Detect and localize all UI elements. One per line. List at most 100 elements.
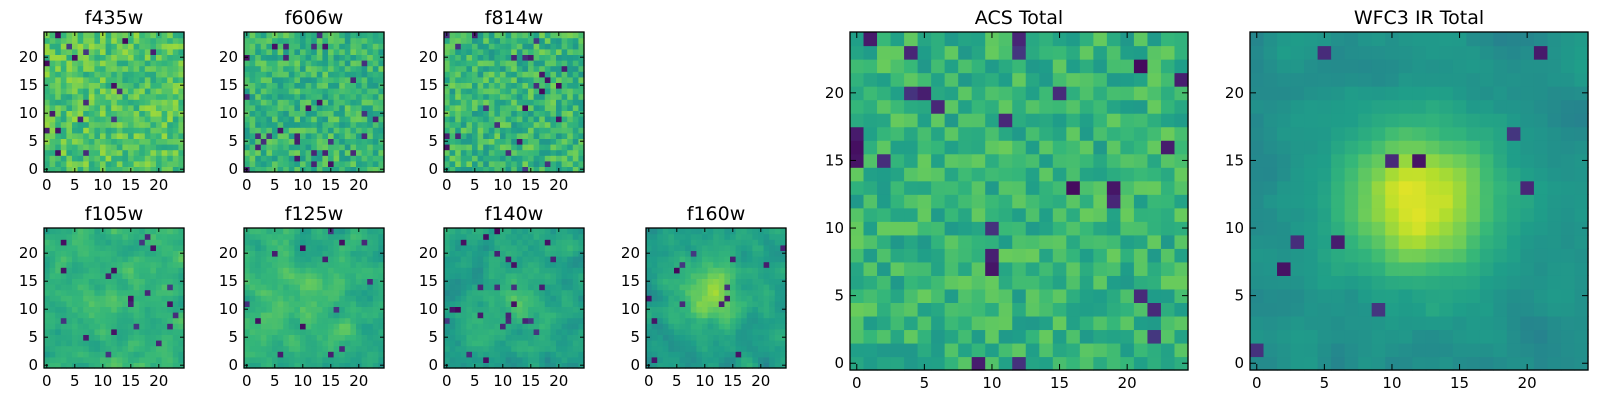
heatmap-cell bbox=[578, 65, 585, 72]
heatmap-cell bbox=[316, 76, 323, 83]
heatmap-cell bbox=[455, 99, 462, 106]
heatmap-cell bbox=[361, 250, 368, 257]
heatmap-cell bbox=[88, 60, 95, 67]
heatmap-cell bbox=[544, 48, 551, 55]
heatmap-cell bbox=[133, 48, 140, 55]
heatmap-cell bbox=[1120, 248, 1135, 263]
heatmap-cell bbox=[305, 138, 312, 145]
heatmap-cell bbox=[662, 250, 669, 257]
heatmap-cell bbox=[511, 93, 518, 100]
heatmap-cell bbox=[735, 295, 742, 302]
heatmap-cell bbox=[758, 250, 765, 257]
heatmap-cell bbox=[339, 312, 346, 319]
heatmap-cell bbox=[249, 121, 256, 128]
heatmap-cell bbox=[567, 250, 574, 257]
heatmap-cell bbox=[122, 261, 129, 268]
heatmap-cell bbox=[294, 356, 301, 363]
heatmap-cell bbox=[528, 127, 535, 134]
heatmap-cell bbox=[578, 71, 585, 78]
heatmap-cell bbox=[735, 250, 742, 257]
heatmap-cell bbox=[277, 356, 284, 363]
heatmap-cell bbox=[266, 233, 273, 240]
heatmap-cell bbox=[83, 228, 90, 235]
heatmap-cell bbox=[60, 160, 67, 167]
heatmap-cell bbox=[88, 334, 95, 341]
heatmap-cell bbox=[156, 312, 163, 319]
heatmap-cell bbox=[128, 99, 135, 106]
heatmap-cell bbox=[150, 82, 157, 89]
heatmap-cell bbox=[88, 345, 95, 352]
heatmap-cell bbox=[55, 99, 62, 106]
heatmap-cell bbox=[466, 284, 473, 291]
heatmap-cell bbox=[494, 65, 501, 72]
heatmap-cell bbox=[567, 88, 574, 95]
heatmap-cell bbox=[556, 110, 563, 117]
heatmap-cell bbox=[316, 71, 323, 78]
heatmap-cell bbox=[144, 300, 151, 307]
heatmap-cell bbox=[466, 160, 473, 167]
heatmap-cell bbox=[1052, 167, 1067, 182]
heatmap-cell bbox=[539, 76, 546, 83]
heatmap-cell bbox=[266, 267, 273, 274]
heatmap-cell bbox=[516, 76, 523, 83]
heatmap-cell bbox=[505, 93, 512, 100]
heatmap-cell bbox=[272, 116, 279, 123]
heatmap-cell bbox=[344, 88, 351, 95]
heatmap-cell bbox=[367, 334, 374, 341]
heatmap-cell bbox=[111, 284, 118, 291]
y-tick-label: 15 bbox=[621, 272, 640, 290]
heatmap-cell bbox=[367, 65, 374, 72]
heatmap-cell bbox=[300, 261, 307, 268]
heatmap-cell bbox=[578, 160, 585, 167]
heatmap-cell bbox=[567, 166, 574, 173]
heatmap-cell bbox=[550, 149, 557, 156]
heatmap-cell bbox=[1039, 194, 1054, 209]
heatmap-cell bbox=[272, 144, 279, 151]
heatmap-cell bbox=[769, 284, 776, 291]
heatmap-cell bbox=[998, 261, 1013, 276]
heatmap-cell bbox=[167, 272, 174, 279]
heatmap-cell bbox=[516, 300, 523, 307]
heatmap-cell bbox=[55, 256, 62, 263]
heatmap-cell bbox=[713, 317, 720, 324]
heatmap-cell bbox=[72, 93, 79, 100]
heatmap-cell bbox=[283, 317, 290, 324]
heatmap-cell bbox=[741, 284, 748, 291]
heatmap-cell bbox=[466, 345, 473, 352]
heatmap-cell bbox=[300, 317, 307, 324]
heatmap-cell bbox=[550, 228, 557, 235]
heatmap-cell bbox=[1039, 221, 1054, 236]
heatmap-cell bbox=[305, 144, 312, 151]
heatmap-cell bbox=[460, 88, 467, 95]
heatmap-cell bbox=[150, 37, 157, 44]
heatmap-cell bbox=[150, 362, 157, 369]
heatmap-cell bbox=[288, 127, 295, 134]
heatmap-cell bbox=[774, 312, 781, 319]
heatmap-cell bbox=[350, 345, 357, 352]
heatmap-cell bbox=[144, 71, 151, 78]
heatmap-cell bbox=[350, 312, 357, 319]
heatmap-cell bbox=[863, 261, 878, 276]
heatmap-cell bbox=[116, 32, 123, 39]
heatmap-cell bbox=[567, 127, 574, 134]
heatmap-cell bbox=[283, 65, 290, 72]
heatmap-cell bbox=[156, 43, 163, 50]
heatmap-cell bbox=[116, 250, 123, 257]
heatmap-cell bbox=[133, 76, 140, 83]
heatmap-cell bbox=[556, 323, 563, 330]
heatmap-cell bbox=[477, 261, 484, 268]
heatmap-cell bbox=[49, 300, 56, 307]
heatmap-cell bbox=[272, 289, 279, 296]
heatmap-cell bbox=[367, 160, 374, 167]
heatmap-cell bbox=[361, 32, 368, 39]
heatmap-cell bbox=[288, 149, 295, 156]
heatmap-cell bbox=[339, 54, 346, 61]
heatmap-cell bbox=[646, 340, 653, 347]
heatmap-cell bbox=[77, 239, 84, 246]
heatmap-cell bbox=[472, 356, 479, 363]
heatmap-cell bbox=[322, 228, 329, 235]
heatmap-cell bbox=[544, 166, 551, 173]
heatmap-cell bbox=[572, 328, 579, 335]
heatmap-cell bbox=[322, 127, 329, 134]
heatmap-cell bbox=[752, 317, 759, 324]
